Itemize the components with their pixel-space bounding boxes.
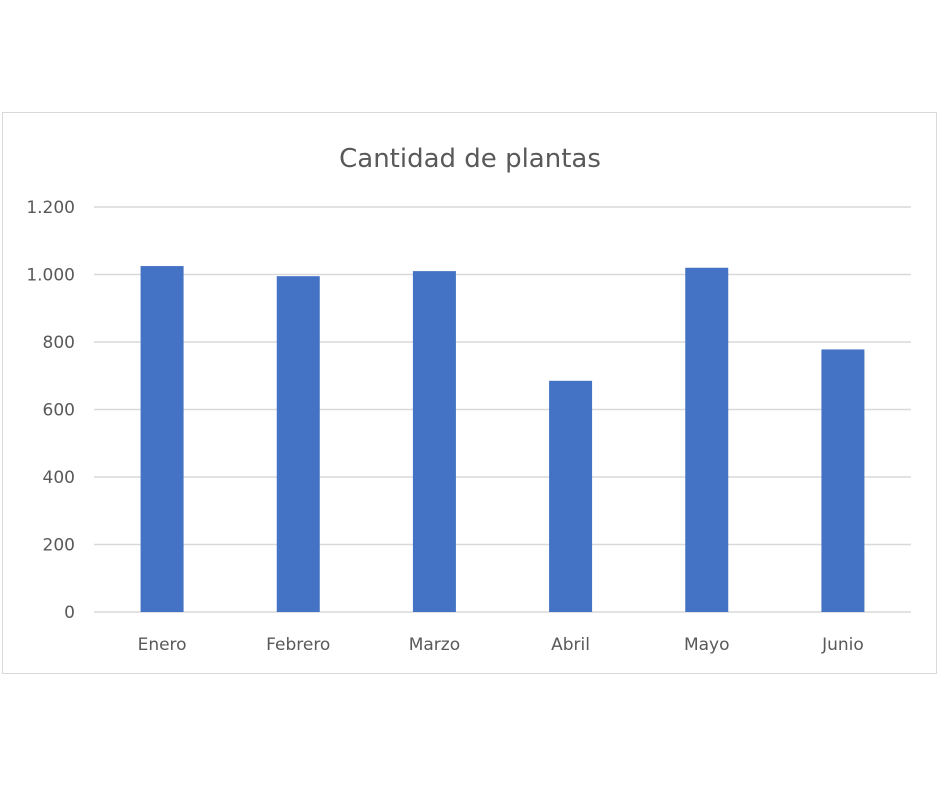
- y-tick-label: 400: [43, 468, 75, 488]
- y-tick-label: 0: [64, 603, 75, 623]
- x-tick-label: Febrero: [266, 635, 330, 655]
- x-tick-label: Enero: [138, 635, 187, 655]
- y-tick-label: 600: [43, 401, 75, 421]
- y-tick-label: 1.000: [26, 266, 75, 286]
- bar-chart: Cantidad de plantas 0 200 400 600 800 1.000 1.…: [26, 144, 911, 655]
- y-tick-label: 200: [43, 536, 75, 556]
- chart-container: Cantidad de plantas 0 200 400 600 800 1.000 1.…: [2, 112, 937, 674]
- bar-junio: [821, 349, 865, 612]
- bar-marzo: [412, 271, 456, 612]
- y-tick-label: 1.200: [26, 198, 75, 218]
- bar-febrero: [276, 276, 320, 612]
- gridlines: [94, 206, 911, 613]
- bars: [140, 266, 865, 612]
- bar-abril: [549, 380, 593, 612]
- chart-title: Cantidad de plantas: [339, 144, 601, 174]
- x-tick-label: Abril: [551, 635, 590, 655]
- y-tick-label: 800: [43, 333, 75, 353]
- bar-enero: [140, 266, 184, 612]
- bar-mayo: [685, 267, 729, 612]
- x-tick-label: Mayo: [684, 635, 730, 655]
- x-tick-label: Marzo: [409, 635, 460, 655]
- x-tick-label: Junio: [821, 635, 864, 655]
- x-axis-ticks: Enero Febrero Marzo Abril Mayo Junio: [138, 635, 864, 655]
- y-axis-ticks: 0 200 400 600 800 1.000 1.200: [26, 198, 75, 623]
